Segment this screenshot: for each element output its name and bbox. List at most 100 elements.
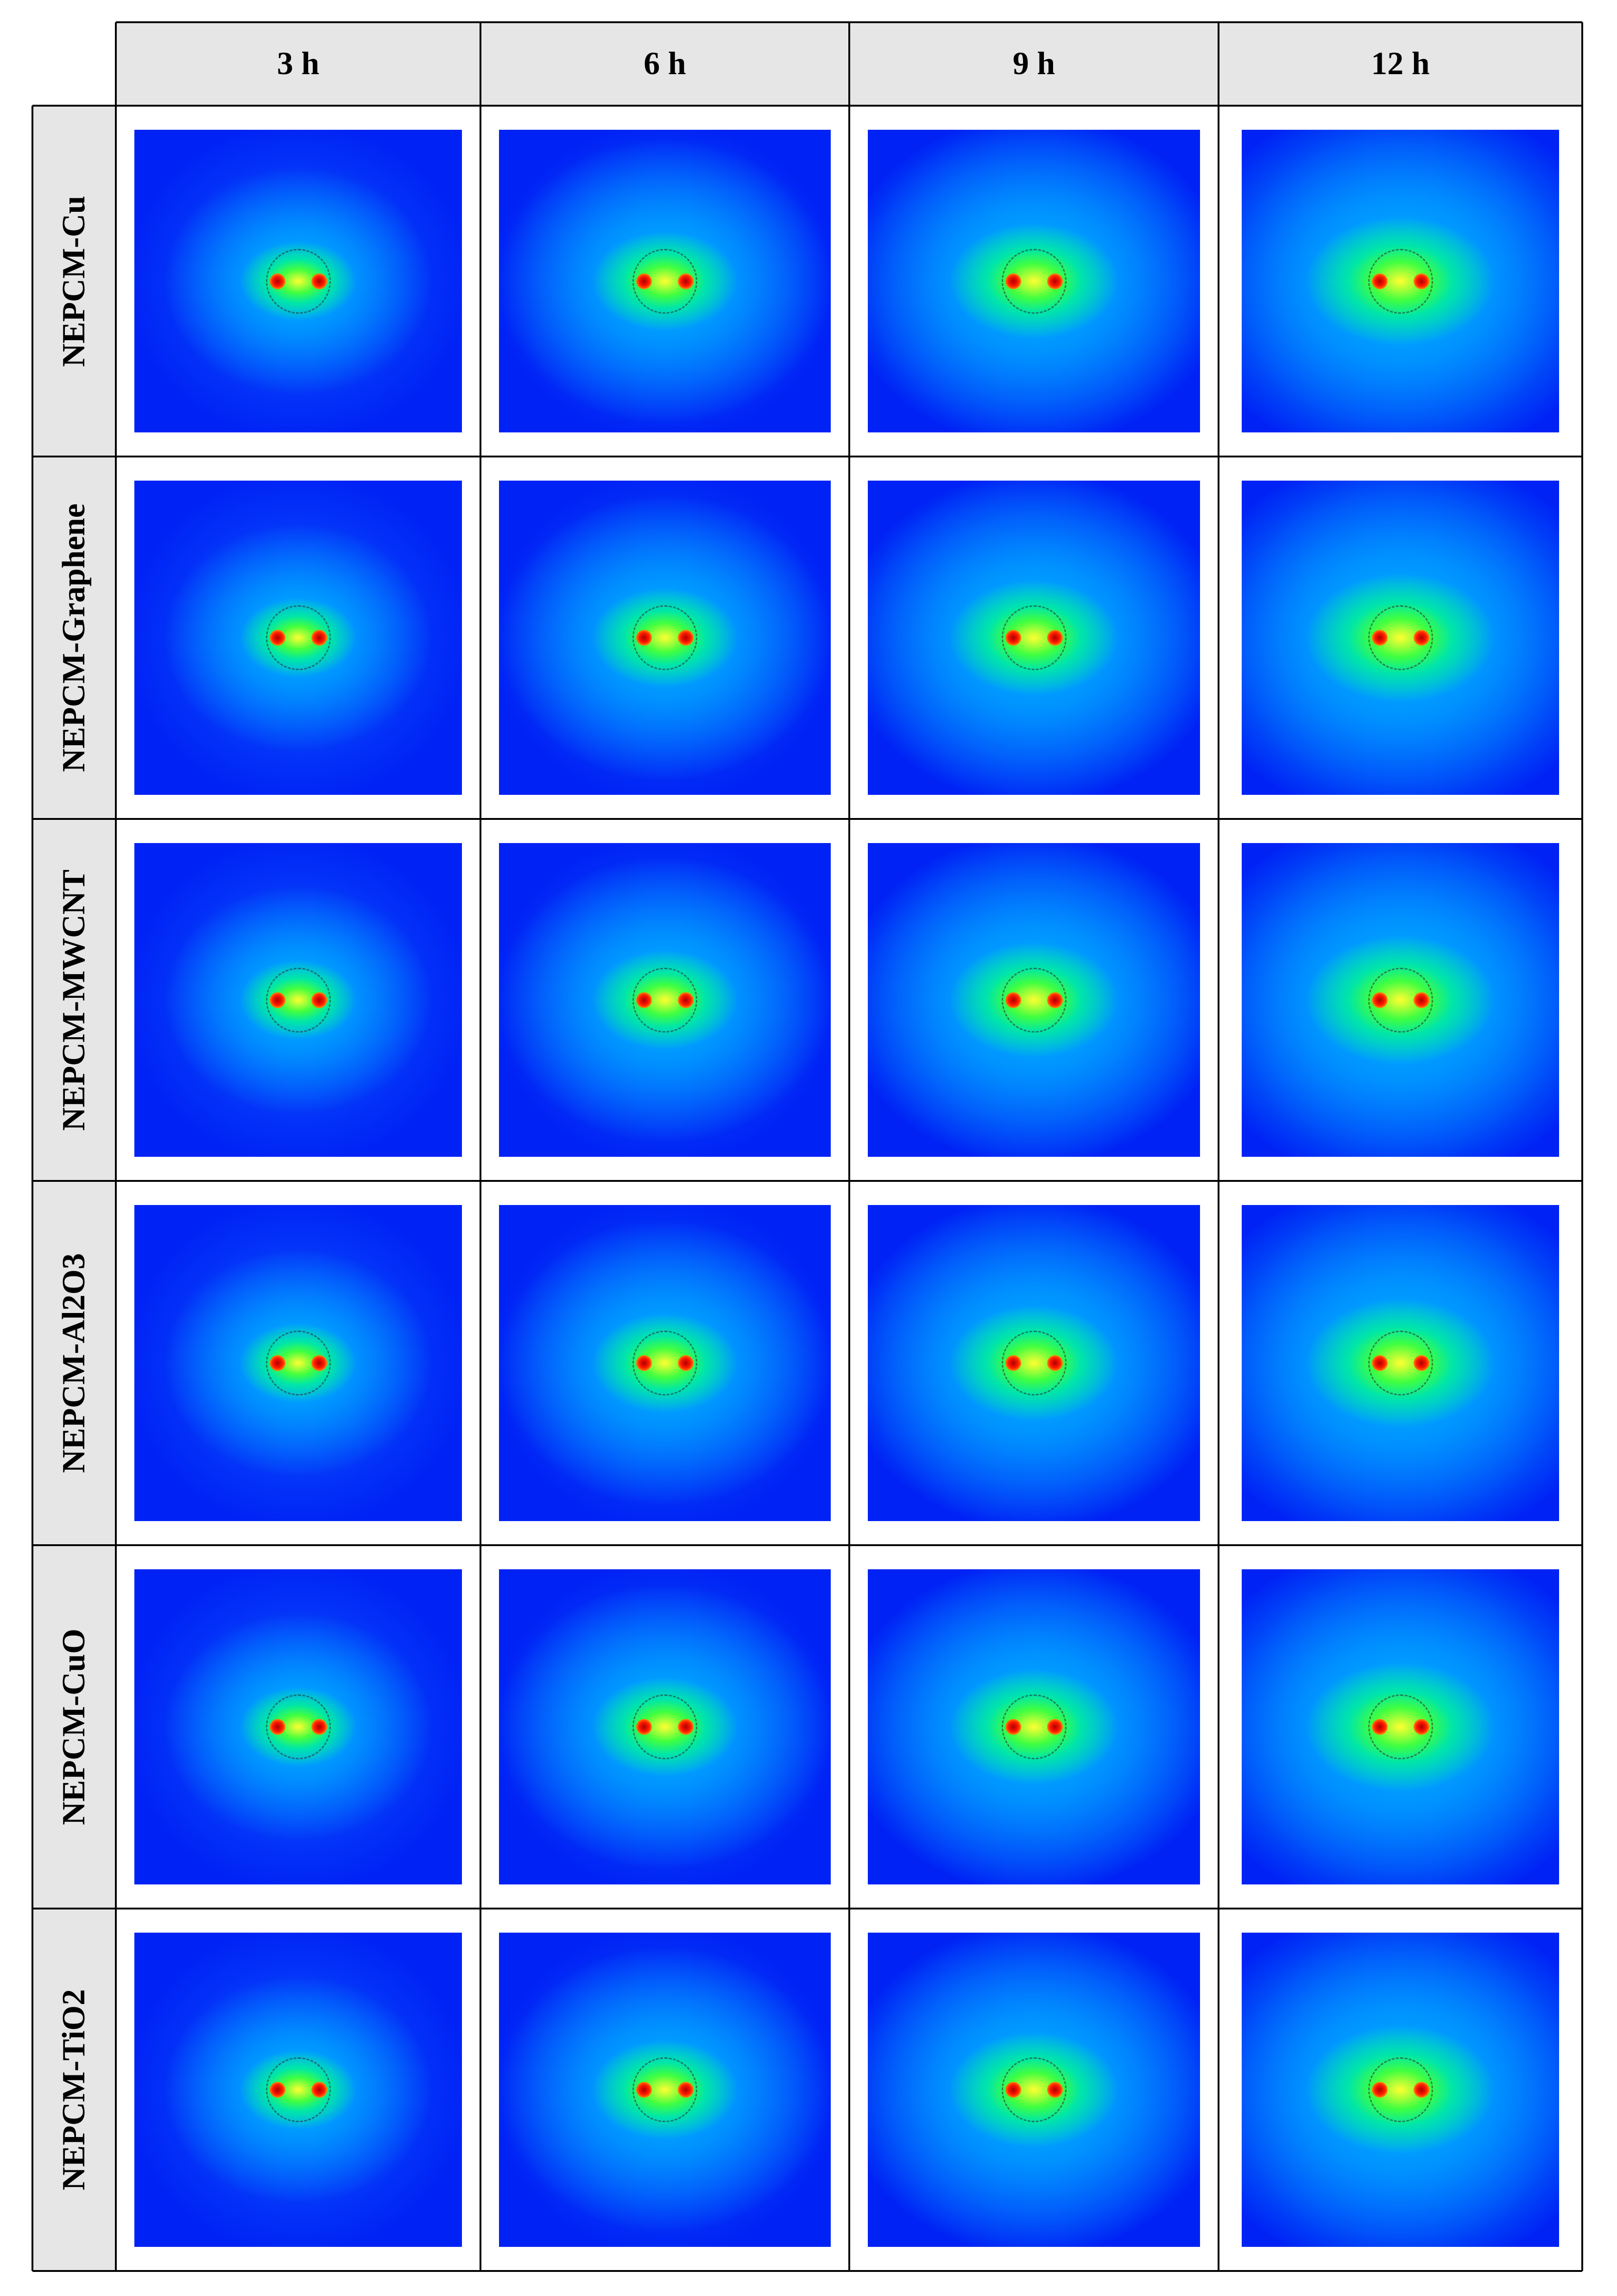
heat-source <box>1413 630 1429 646</box>
heat-source <box>1005 992 1021 1008</box>
pipe-boundary <box>1001 248 1067 314</box>
table-rule <box>32 1908 1582 1909</box>
pipe-boundary <box>265 967 331 1033</box>
heat-source <box>1005 1719 1021 1735</box>
temperature-contour-plot <box>134 1933 462 2247</box>
table-rule <box>32 1544 1582 1546</box>
pipe-boundary <box>265 1331 331 1395</box>
heat-source <box>1047 1355 1063 1371</box>
heat-source <box>1371 1719 1388 1735</box>
row-header: NEPCM-Cu <box>32 106 116 457</box>
temperature-contour-plot <box>499 130 831 432</box>
table-rule <box>32 456 1582 457</box>
heat-source <box>636 630 652 646</box>
table-rule <box>1218 22 1219 2271</box>
temperature-contour-plot <box>134 1569 462 1884</box>
heat-source <box>636 992 652 1008</box>
heat-source <box>1047 2082 1063 2098</box>
heat-source <box>1413 1355 1429 1371</box>
temperature-contour-plot <box>868 843 1200 1157</box>
heat-source <box>678 2082 694 2098</box>
table-rule <box>32 818 1582 820</box>
row-header: NEPCM-Al2O3 <box>32 1181 116 1545</box>
pipe-boundary <box>632 248 697 314</box>
heat-source <box>678 1355 694 1371</box>
heat-source <box>311 273 327 289</box>
heat-source <box>1371 273 1388 289</box>
temperature-contour-plot <box>1242 1205 1559 1521</box>
heat-source <box>678 992 694 1008</box>
temperature-contour-plot <box>1242 1933 1559 2247</box>
heat-source <box>311 2082 327 2098</box>
pipe-boundary <box>1001 1694 1067 1759</box>
pipe-boundary <box>1368 1331 1433 1395</box>
heat-source <box>311 1355 327 1371</box>
row-label: NEPCM-Al2O3 <box>56 1253 92 1473</box>
temperature-contour-plot <box>868 1205 1200 1521</box>
table-rule <box>32 105 1582 107</box>
temperature-contour-plot <box>134 843 462 1157</box>
heat-source <box>1047 992 1063 1008</box>
pipe-boundary <box>632 967 697 1033</box>
heat-source <box>1413 273 1429 289</box>
temperature-contour-plot <box>868 481 1200 795</box>
table-rule <box>848 22 850 2271</box>
pipe-boundary <box>632 1331 697 1395</box>
pipe-boundary <box>1368 248 1433 314</box>
temperature-contour-plot <box>499 843 831 1157</box>
temperature-contour-plot <box>499 1569 831 1884</box>
heat-source <box>678 630 694 646</box>
pipe-boundary <box>632 2057 697 2122</box>
temperature-contour-plot <box>134 130 462 432</box>
pipe-boundary <box>1001 967 1067 1033</box>
temperature-contour-plot <box>499 481 831 795</box>
heat-source <box>269 1719 285 1735</box>
heat-source <box>269 630 285 646</box>
heat-source <box>311 1719 327 1735</box>
table-rule <box>115 22 117 2271</box>
heat-source <box>311 992 327 1008</box>
pipe-boundary <box>632 605 697 670</box>
pipe-boundary <box>1368 967 1433 1033</box>
pipe-boundary <box>265 248 331 314</box>
pipe-boundary <box>1001 605 1067 670</box>
heat-source <box>1371 992 1388 1008</box>
temperature-contour-plot <box>499 1205 831 1521</box>
pipe-boundary <box>1001 1331 1067 1395</box>
column-header: 6 h <box>480 22 849 106</box>
temperature-contour-plot <box>499 1933 831 2247</box>
temperature-contour-plot <box>1242 130 1559 432</box>
temperature-contour-plot <box>134 1205 462 1521</box>
temperature-contour-plot <box>1242 481 1559 795</box>
heat-source <box>269 2082 285 2098</box>
temperature-contour-plot <box>1242 1569 1559 1884</box>
heat-source <box>678 273 694 289</box>
heat-source <box>1047 630 1063 646</box>
heat-source <box>636 273 652 289</box>
heat-source <box>311 630 327 646</box>
heat-source <box>636 2082 652 2098</box>
heat-source <box>1047 273 1063 289</box>
pipe-boundary <box>1368 605 1433 670</box>
table-rule <box>480 22 481 2271</box>
row-header: NEPCM-CuO <box>32 1545 116 1909</box>
pipe-boundary <box>632 1694 697 1759</box>
heat-source <box>1371 2082 1388 2098</box>
heat-source <box>1413 992 1429 1008</box>
pipe-boundary <box>265 1694 331 1759</box>
row-header: NEPCM-MWCNT <box>32 819 116 1181</box>
pipe-boundary <box>1368 2057 1433 2122</box>
row-label: NEPCM-Graphene <box>56 503 92 772</box>
column-header: 3 h <box>116 22 480 106</box>
heat-source <box>1413 2082 1429 2098</box>
heat-source <box>269 273 285 289</box>
row-label: NEPCM-CuO <box>56 1629 92 1825</box>
column-header: 9 h <box>849 22 1219 106</box>
heat-source <box>269 1355 285 1371</box>
heat-source <box>678 1719 694 1735</box>
heat-source <box>1047 1719 1063 1735</box>
heat-source <box>636 1355 652 1371</box>
pipe-boundary <box>265 2057 331 2122</box>
heat-source <box>1371 630 1388 646</box>
